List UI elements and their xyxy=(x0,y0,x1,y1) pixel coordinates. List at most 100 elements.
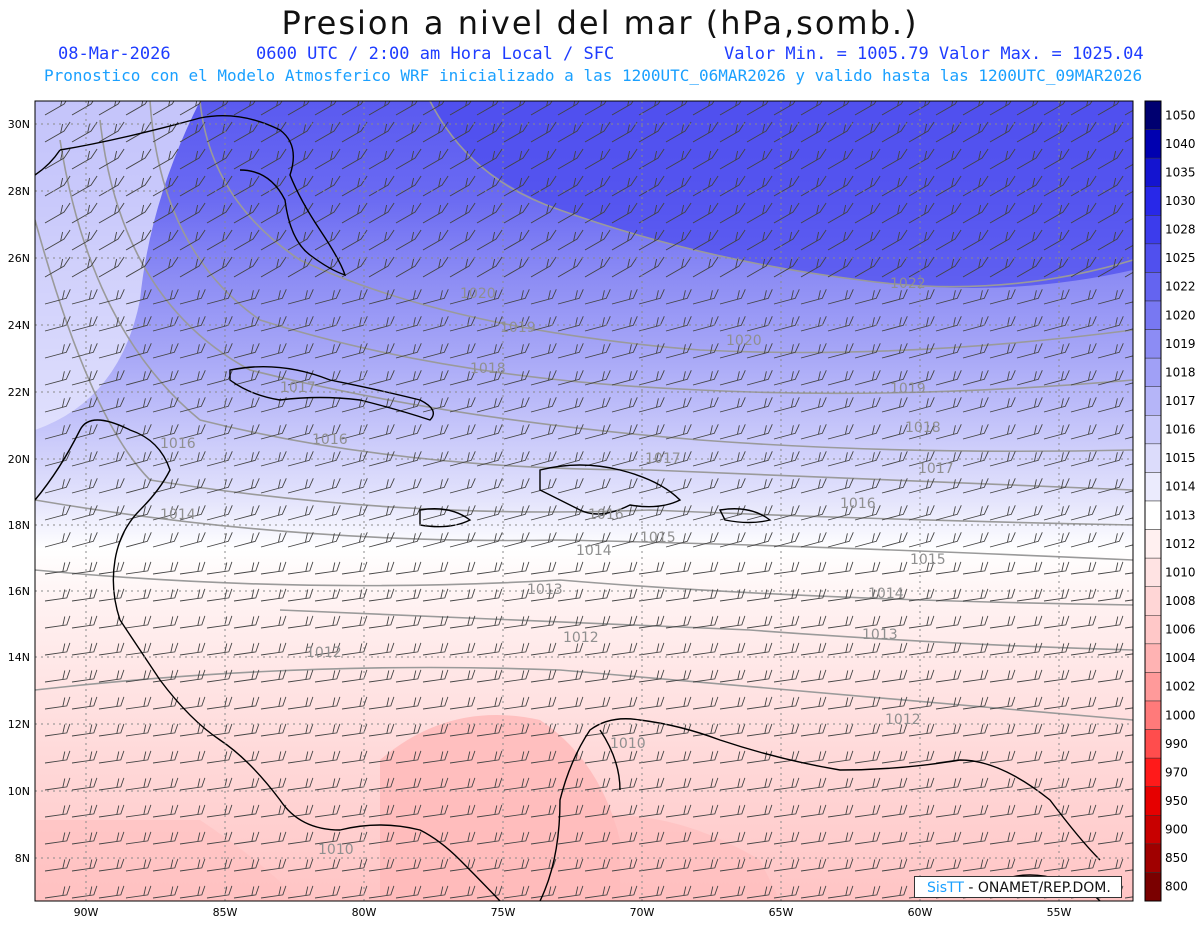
wind-barb xyxy=(1124,599,1133,602)
wind-barb xyxy=(1124,869,1133,872)
wind-barb xyxy=(800,532,827,548)
wind-barb xyxy=(476,397,503,413)
wind-barb xyxy=(1097,121,1124,143)
wind-barb xyxy=(503,478,530,494)
wind-barb xyxy=(854,696,881,710)
wind-barb xyxy=(1016,561,1043,575)
wind-barb xyxy=(287,750,314,764)
wind-barb xyxy=(98,642,125,656)
wind-barb xyxy=(1016,804,1043,818)
wind-barb xyxy=(827,561,854,575)
wind-barb xyxy=(962,451,989,467)
wind-barb xyxy=(368,370,395,386)
wind-barb xyxy=(827,370,854,386)
wind-barb xyxy=(1097,642,1124,656)
wind-barb xyxy=(233,615,260,629)
wind-barb xyxy=(368,750,395,764)
wind-barb xyxy=(179,229,206,251)
wind-barb xyxy=(152,451,179,467)
wind-barb xyxy=(557,588,584,602)
wind-barb xyxy=(179,424,206,440)
wind-barb xyxy=(152,615,179,629)
wind-barb xyxy=(854,723,881,737)
wind-barb xyxy=(44,831,71,845)
wind-barb xyxy=(1097,831,1124,845)
wind-barb xyxy=(989,804,1016,818)
wind-barb xyxy=(584,451,611,467)
wind-barb xyxy=(530,723,557,737)
wind-barb xyxy=(989,256,1016,278)
wind-barb xyxy=(854,478,881,494)
wind-barb xyxy=(422,424,449,440)
wind-barb xyxy=(1124,544,1133,548)
wind-barb xyxy=(638,532,665,548)
wind-barb xyxy=(341,148,368,170)
wind-barb xyxy=(71,148,98,170)
wind-barb xyxy=(584,121,611,143)
wind-barb xyxy=(260,615,287,629)
wind-barb xyxy=(314,424,341,440)
map-frame xyxy=(34,100,1134,902)
wind-barb xyxy=(206,202,233,224)
wind-barb xyxy=(233,148,260,170)
wind-barb xyxy=(1016,370,1043,386)
wind-barb xyxy=(476,148,503,170)
isobar-label: 1012 xyxy=(563,630,599,646)
wind-barb xyxy=(557,397,584,413)
wind-barb xyxy=(179,669,206,683)
wind-barb xyxy=(422,175,449,197)
wind-barb xyxy=(908,777,935,791)
wind-barb xyxy=(395,121,422,143)
lat-label: 20N xyxy=(8,453,30,466)
wind-barb xyxy=(98,175,125,197)
wind-barb xyxy=(719,804,746,818)
wind-barb xyxy=(422,777,449,791)
wind-barb xyxy=(287,256,314,278)
wind-barb xyxy=(827,885,854,899)
wind-barb xyxy=(44,777,71,791)
wind-barb xyxy=(962,370,989,386)
wind-barb xyxy=(719,424,746,440)
wind-barb xyxy=(395,289,422,305)
wind-barb xyxy=(746,723,773,737)
colorbar-swatch xyxy=(1144,329,1162,359)
forecast-date: 08-Mar-2026 xyxy=(58,44,171,64)
wind-barb xyxy=(1070,424,1097,440)
wind-barb xyxy=(422,505,449,521)
wind-barb xyxy=(503,229,530,251)
wind-barb xyxy=(449,202,476,224)
isobar-label: 1017 xyxy=(918,461,954,477)
wind-barb xyxy=(179,532,206,548)
wind-barb xyxy=(125,723,152,737)
wind-barb xyxy=(206,229,233,251)
wind-barb xyxy=(935,451,962,467)
colorbar-label: 850 xyxy=(1165,851,1188,865)
wind-barb xyxy=(152,885,179,899)
wind-barb xyxy=(98,202,125,224)
wind-barb xyxy=(854,532,881,548)
wind-barb xyxy=(341,289,368,305)
wind-barb xyxy=(773,451,800,467)
wind-barb xyxy=(908,750,935,764)
wind-barb xyxy=(287,289,314,305)
wind-barb xyxy=(665,750,692,764)
wind-barb xyxy=(638,777,665,791)
wind-barb xyxy=(773,669,800,683)
wind-barb xyxy=(152,723,179,737)
wind-barb xyxy=(422,532,449,548)
wind-barb xyxy=(962,561,989,575)
wind-barb xyxy=(395,175,422,197)
wind-barb xyxy=(1124,517,1133,521)
colorbar-label: 1035 xyxy=(1165,165,1196,179)
wind-barb xyxy=(854,289,881,305)
wind-barb xyxy=(1016,202,1043,224)
wind-barb xyxy=(341,804,368,818)
wind-barb xyxy=(98,615,125,629)
wind-barb xyxy=(719,669,746,683)
wind-barb xyxy=(71,451,98,467)
wind-barb xyxy=(908,804,935,818)
wind-barb xyxy=(1016,642,1043,656)
wind-barb xyxy=(71,669,98,683)
wind-barb xyxy=(233,289,260,305)
wind-barb xyxy=(557,696,584,710)
